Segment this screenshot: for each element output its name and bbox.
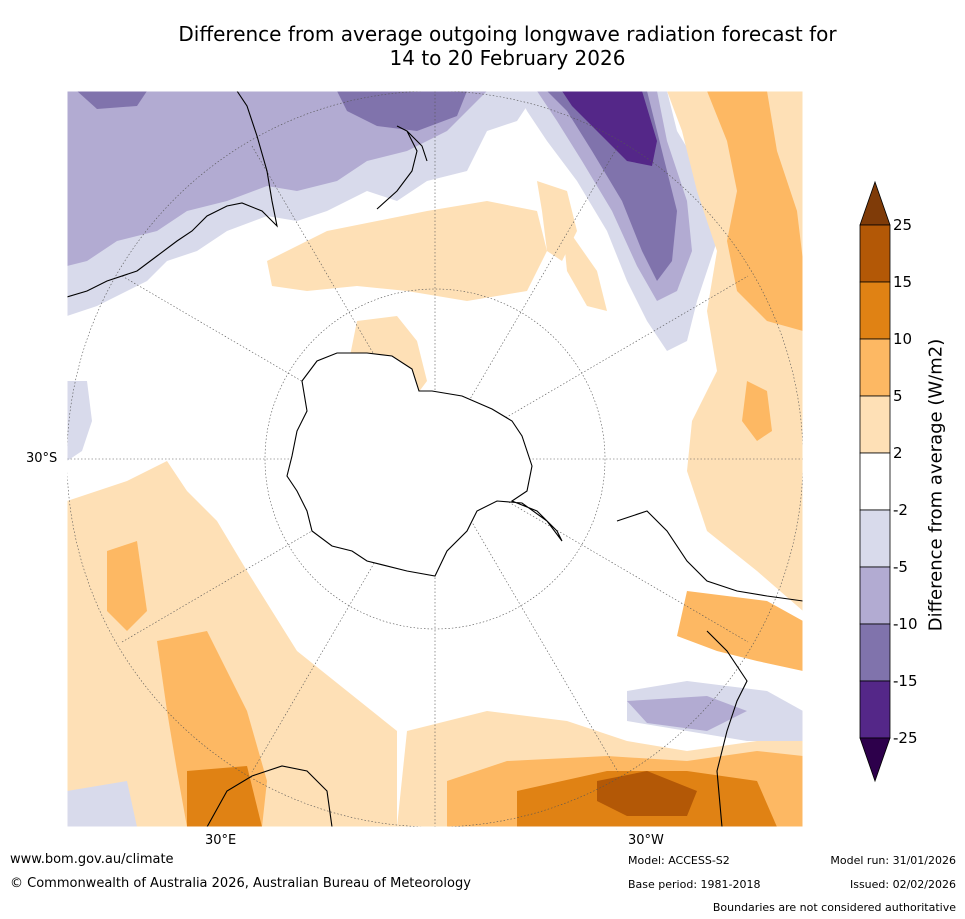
colorbar-bin <box>859 623 891 682</box>
colorbar-tick: 5 <box>893 387 903 405</box>
chart-title-line1: Difference from average outgoing longwav… <box>178 22 837 46</box>
new-zealand-coastline <box>376 125 428 210</box>
lon-label-30e: 30°E <box>205 833 237 848</box>
colorbar-tick: 15 <box>893 273 913 291</box>
colorbar-tick: -5 <box>893 558 908 576</box>
colorbar-tick: 10 <box>893 330 913 348</box>
colorbar-bin <box>859 281 891 340</box>
footer-copyright: © Commonwealth of Australia 2026, Austra… <box>10 876 471 891</box>
colorbar-extend-max <box>859 180 891 226</box>
footer-model-run: Model run: 31/01/2026 <box>830 854 956 867</box>
footer-base-period: Base period: 1981-2018 <box>628 878 761 891</box>
colorbar-tick: -25 <box>893 729 918 747</box>
south-america-coastline <box>616 510 803 827</box>
colorbar-tick: -15 <box>893 672 918 690</box>
chart-title: Difference from average outgoing longwav… <box>80 22 935 70</box>
colorbar-extend-min <box>859 737 891 783</box>
colorbar-tick: 25 <box>893 216 913 234</box>
colorbar-bin <box>859 452 891 511</box>
footer-model: Model: ACCESS-S2 <box>628 854 730 867</box>
colorbar-bin <box>859 509 891 568</box>
africa-coastline <box>206 765 333 827</box>
colorbar-bin <box>859 224 891 283</box>
footer-url[interactable]: www.bom.gov.au/climate <box>10 852 174 867</box>
colorbar-tick: -2 <box>893 501 908 519</box>
anomaly-positive-south <box>397 591 803 827</box>
antarctica-coastline <box>286 352 563 577</box>
footer-disclaimer: Boundaries are not considered authoritat… <box>712 901 956 914</box>
lon-label-30w: 30°W <box>628 833 664 848</box>
colorbar-bin <box>859 566 891 625</box>
polar-map[interactable] <box>67 91 803 827</box>
lat-label-30s: 30°S <box>26 451 58 466</box>
colorbar <box>859 180 891 783</box>
colorbar-bin <box>859 395 891 454</box>
chart-title-line2: 14 to 20 February 2026 <box>389 46 626 70</box>
anomaly-positive-east <box>667 91 803 611</box>
colorbar-bin <box>859 338 891 397</box>
australia-coastline <box>67 91 278 298</box>
anomaly-negative-tongue <box>517 91 717 351</box>
anomaly-negative-northwest <box>67 91 537 461</box>
colorbar-title: Difference from average (W/m2) <box>925 338 947 632</box>
colorbar-tick: -10 <box>893 615 918 633</box>
colorbar-bin <box>859 680 891 739</box>
colorbar-tick: 2 <box>893 444 903 462</box>
footer-issued: Issued: 02/02/2026 <box>849 878 956 891</box>
